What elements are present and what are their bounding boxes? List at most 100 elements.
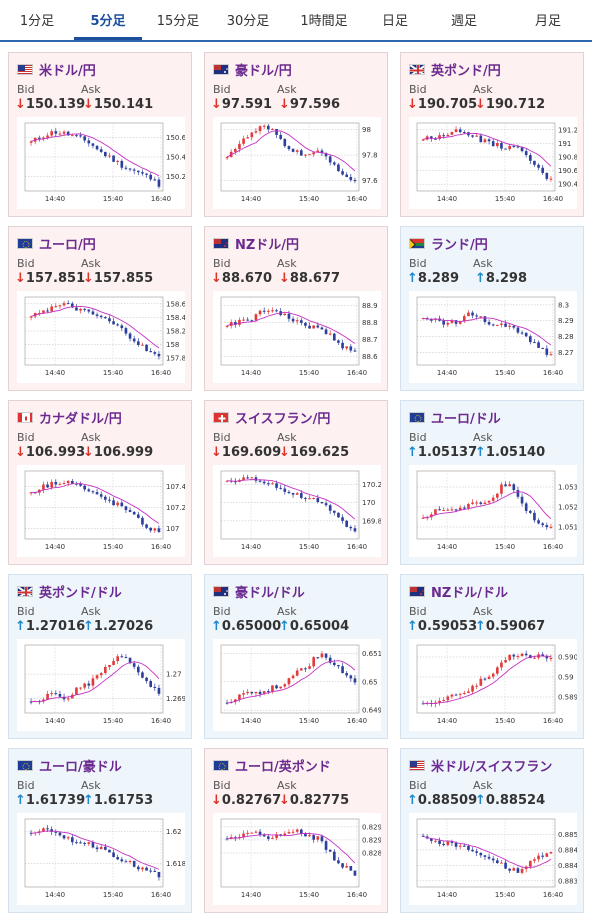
- candle-body: [495, 493, 499, 498]
- candlestick-chart[interactable]: 0.8295 0.829 0.8285 14:40 15:40 16:40: [213, 813, 381, 905]
- rate-card[interactable]: ユーロ/英ポンドBidAsk↓0.82767↓0.827750.82950.82…: [204, 748, 388, 913]
- up-arrow-icon: ↑: [407, 793, 418, 808]
- x-tick-label: 14:40: [241, 543, 261, 551]
- candle-body: [429, 838, 433, 841]
- candlestick-chart[interactable]: 1.053 1.052 1.051 14:40 15:40 16:40: [409, 465, 577, 557]
- tab-週足[interactable]: 週足: [450, 14, 477, 29]
- currency-pair-title[interactable]: カナダドル/円: [17, 409, 122, 427]
- candle-body: [120, 160, 124, 168]
- currency-pair-title[interactable]: 米ドル/スイスフラン: [409, 757, 552, 775]
- rate-card[interactable]: 英ポンド/ドル Bid Ask ↑1.27016 ↑1.27026 1.27 1.269 14…: [8, 574, 192, 739]
- rate-card[interactable]: NZドル/円 Bid Ask ↓88.670 ↓88.677 88.9 88.8 88.7 88…: [204, 226, 388, 391]
- candle-body: [332, 510, 336, 513]
- tab-30分足[interactable]: 30分足: [226, 14, 270, 29]
- candlestick-chart[interactable]: 107.4 107.2 107 14:40 15:40 16:40: [17, 465, 185, 557]
- rate-card[interactable]: 豪ドル/ドル Bid Ask ↑0.65000 ↑0.65004 0.651 0.65 0.6…: [204, 574, 388, 739]
- candle-body: [450, 320, 454, 323]
- up-arrow-icon: ↑: [407, 445, 418, 460]
- up-arrow-icon: ↑: [407, 619, 418, 634]
- candle-body: [157, 179, 161, 187]
- candlestick-chart[interactable]: 170.2 170 169.8 14:40 15:40 16:40: [213, 465, 381, 557]
- x-tick-label: 14:40: [45, 891, 65, 899]
- candle-body: [545, 655, 549, 659]
- candle-body: [504, 148, 507, 150]
- candle-body: [116, 856, 120, 860]
- currency-pair-title[interactable]: NZドル/ドル: [409, 583, 508, 601]
- rate-card[interactable]: ランド/円 Bid Ask ↑8.289 ↑8.298 8.3 8.29 8.28 8.27 14…: [400, 226, 584, 391]
- candlestick-chart[interactable]: 1.62 1.618 14:40 15:40 16:40: [17, 813, 185, 905]
- rate-card[interactable]: 米ドル/円 Bid Ask ↓150.139 ↓150.141 150.6 150.4 150…: [8, 52, 192, 217]
- moving-average-line: [226, 130, 356, 172]
- rate-card[interactable]: ユーロ/豪ドル Bid Ask ↑1.61739 ↑1.61753 1.62 1.618 14…: [8, 748, 192, 913]
- candle-body: [332, 851, 336, 861]
- currency-pair-title[interactable]: 英ポンド/ドル: [17, 583, 122, 601]
- currency-pair-title[interactable]: ユーロ/英ポンド: [213, 757, 331, 775]
- currency-pair-title[interactable]: 豪ドル/ドル: [213, 583, 305, 601]
- ask-value: 97.596: [289, 97, 341, 112]
- candle-body: [66, 131, 70, 136]
- candlestick-chart[interactable]: 98 97.8 97.6 14:40 15:40 16:40: [213, 117, 381, 209]
- price-labels: Bid Ask: [17, 257, 101, 270]
- candle-body: [157, 353, 161, 357]
- rate-card[interactable]: ユーロ/円 Bid Ask ↓157.851 ↓157.855 158.6 158.4 158…: [8, 226, 192, 391]
- candlestick-chart[interactable]: 1.27 1.269 14:40 15:40 16:40: [17, 639, 185, 731]
- rate-card[interactable]: カナダドル/円 Bid Ask ↓106.993 ↓106.999 107.4 107.2 1…: [8, 400, 192, 565]
- bid-value: 1.05137: [417, 445, 478, 460]
- candlestick-chart[interactable]: 158.6 158.4 158.2 158 157.8 14:40 15:40 16:40: [17, 291, 185, 383]
- candle-body: [246, 137, 250, 139]
- currency-pair-title[interactable]: 英ポンド/円: [409, 61, 501, 79]
- currency-flags: [17, 63, 33, 75]
- tab-1分足[interactable]: 1分足: [19, 14, 55, 29]
- candlestick-chart[interactable]: 150.6 150.4 150.2 14:40 15:40 16:40: [17, 117, 185, 209]
- candlestick-chart[interactable]: 0.885 0.8845 0.884 0.8835 14:40 15:40 16:40: [409, 813, 577, 905]
- tab-日足[interactable]: 日足: [381, 14, 408, 29]
- tab-5分足[interactable]: 5分足: [74, 0, 142, 40]
- candle-body: [328, 333, 332, 335]
- rate-card[interactable]: NZドル/ドルBidAsk↑0.59053↑0.590670.59050.590…: [400, 574, 584, 739]
- currency-pair-title[interactable]: NZドル/円: [213, 235, 299, 253]
- candle-body: [320, 836, 324, 842]
- candle-body: [308, 835, 311, 837]
- price-values: ↓157.851 ↓157.855: [15, 271, 153, 286]
- currency-pair-title[interactable]: ユーロ/円: [17, 235, 96, 253]
- currency-pair-title[interactable]: ユーロ/ドル: [409, 409, 501, 427]
- currency-pair-title[interactable]: ランド/円: [409, 235, 488, 253]
- candle-body: [541, 855, 545, 857]
- candle-body: [446, 841, 450, 846]
- candlestick-chart[interactable]: 191.2 191 190.8 190.6 190.4 14:40 15:40 16:40: [409, 117, 577, 209]
- bid-label: Bid: [213, 257, 231, 270]
- candle-body: [91, 842, 95, 848]
- currency-pair-title[interactable]: 豪ドル/円: [213, 61, 292, 79]
- candle-body: [29, 492, 33, 494]
- tab-1時間足[interactable]: 1時間足: [300, 14, 348, 29]
- candle-body: [438, 135, 441, 139]
- candle-body: [58, 694, 62, 697]
- candle-body: [495, 860, 499, 864]
- rate-card[interactable]: ユーロ/ドル Bid Ask ↑1.05137 ↑1.05140 1.053 1.052 1.…: [400, 400, 584, 565]
- currency-pair-title[interactable]: ユーロ/豪ドル: [17, 757, 122, 775]
- currency-pair-title[interactable]: スイスフラン/円: [213, 409, 330, 427]
- candlestick-chart[interactable]: 88.9 88.8 88.7 88.6 14:40 15:40 16:40: [213, 291, 381, 383]
- candlestick-chart[interactable]: 8.3 8.29 8.28 8.27 14:40 15:40 16:40: [409, 291, 577, 383]
- candle-body: [233, 481, 237, 483]
- rate-card[interactable]: 豪ドル/円 Bid Ask ↓97.591 ↓97.596 98 97.8 97.6 14:40…: [204, 52, 388, 217]
- rate-card[interactable]: 米ドル/スイスフラン Bid Ask ↑0.88509 ↑0.88524 0.885 0.8…: [400, 748, 584, 913]
- tab-15分足[interactable]: 15分足: [156, 14, 200, 29]
- candlestick-chart[interactable]: 0.651 0.65 0.649 14:40 15:40 16:40: [213, 639, 381, 731]
- candle-body: [242, 833, 245, 837]
- candle-body: [266, 483, 270, 485]
- candle-body: [429, 514, 433, 518]
- tab-月足[interactable]: 月足: [534, 14, 561, 29]
- currency-pair-title[interactable]: 米ドル/円: [17, 61, 96, 79]
- rate-card[interactable]: 英ポンド/円 Bid Ask ↓190.705 ↓190.712 191.2 191 190.…: [400, 52, 584, 217]
- candle-body: [266, 691, 270, 693]
- candle-body: [141, 517, 144, 525]
- candle-body: [275, 685, 278, 689]
- x-tick-label: 14:40: [437, 717, 457, 725]
- candle-body: [225, 157, 229, 159]
- candle-body: [508, 868, 512, 871]
- rate-card[interactable]: スイスフラン/円 Bid Ask ↓169.609 ↓169.625 170.2 170 16…: [204, 400, 388, 565]
- candle-body: [504, 323, 507, 327]
- moving-average-line: [31, 830, 160, 870]
- candlestick-chart[interactable]: 0.5905 0.59 0.5895 14:40 15:40 16:40: [409, 639, 577, 731]
